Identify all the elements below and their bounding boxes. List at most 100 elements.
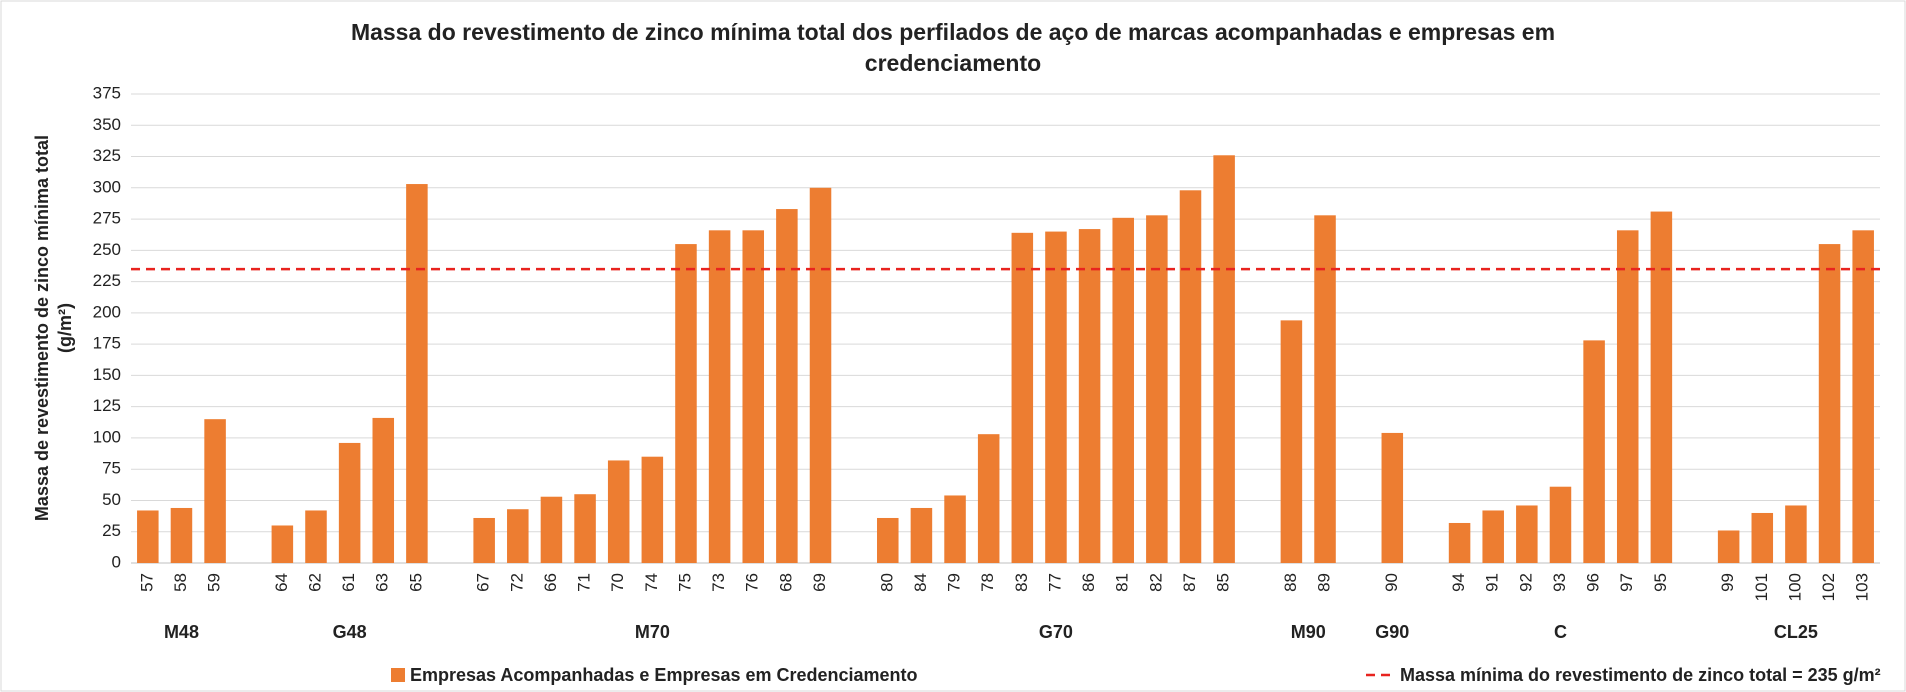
x-tick-label: 61 <box>339 573 358 592</box>
bar <box>1717 530 1740 563</box>
bar <box>574 494 596 563</box>
x-tick-label: 76 <box>743 573 762 592</box>
x-tick-label: 65 <box>406 573 425 592</box>
y-tick-label: 25 <box>102 521 121 540</box>
x-tick-label: 97 <box>1617 573 1636 592</box>
bar <box>540 496 563 563</box>
bar <box>1146 215 1168 563</box>
bar <box>170 507 193 563</box>
bar <box>742 230 765 563</box>
bar <box>708 230 731 563</box>
x-tick-label: 103 <box>1853 573 1872 601</box>
bar <box>1179 190 1202 563</box>
bar <box>406 184 428 563</box>
bar <box>1213 155 1235 564</box>
x-tick-label: 95 <box>1651 573 1670 592</box>
x-tick-label: 66 <box>541 573 560 592</box>
bar <box>1045 231 1067 563</box>
bar <box>338 442 361 563</box>
group-label: G70 <box>1039 622 1073 642</box>
x-tick-label: 57 <box>137 573 156 592</box>
bar <box>1751 512 1774 563</box>
x-tick-label: 77 <box>1045 573 1064 592</box>
bar <box>204 419 226 563</box>
y-tick-label: 100 <box>93 427 121 446</box>
x-tick-label: 74 <box>642 573 661 592</box>
chart-title: credenciamento <box>865 50 1041 76</box>
y-tick-label: 150 <box>93 365 121 384</box>
x-tick-label: 68 <box>776 573 795 592</box>
y-tick-label: 75 <box>102 459 121 478</box>
x-tick-label: 87 <box>1180 573 1199 592</box>
bar <box>1482 510 1504 563</box>
y-tick-label: 125 <box>93 396 121 415</box>
bar <box>271 525 294 563</box>
x-tick-label: 64 <box>272 573 291 592</box>
x-tick-label: 59 <box>205 573 224 592</box>
y-tick-label: 350 <box>93 115 121 134</box>
x-tick-label: 89 <box>1315 573 1334 592</box>
bar <box>507 509 529 563</box>
x-tick-label: 94 <box>1449 573 1468 592</box>
bar <box>1852 230 1874 563</box>
bar <box>1011 232 1034 563</box>
bar <box>977 434 1000 563</box>
x-tick-label: 79 <box>945 573 964 592</box>
bar <box>1448 522 1471 563</box>
x-tick-label: 83 <box>1012 573 1031 592</box>
x-tick-label: 58 <box>171 573 190 592</box>
x-tick-label: 100 <box>1785 573 1804 601</box>
x-tick-label: 69 <box>810 573 829 592</box>
group-label: C <box>1554 622 1567 642</box>
group-label: G48 <box>333 622 367 642</box>
bar <box>877 517 899 563</box>
bar <box>607 460 630 563</box>
bar <box>776 209 798 563</box>
x-tick-label: 101 <box>1752 573 1771 601</box>
bar <box>305 510 327 563</box>
bar <box>1112 217 1134 564</box>
bar <box>1785 505 1807 563</box>
x-tick-label: 91 <box>1483 573 1502 592</box>
chart-title: Massa do revestimento de zinco mínima to… <box>351 19 1555 45</box>
bar <box>1381 432 1404 563</box>
bar <box>1650 211 1673 563</box>
bar <box>1078 229 1101 563</box>
bar <box>1314 215 1336 563</box>
group-label: CL25 <box>1774 622 1818 642</box>
x-tick-label: 75 <box>675 573 694 592</box>
legend-label: Empresas Acompanhadas e Empresas em Cred… <box>410 665 918 685</box>
y-tick-label: 175 <box>93 334 121 353</box>
bar <box>910 507 933 563</box>
y-tick-label: 225 <box>93 271 121 290</box>
group-label: M70 <box>635 622 670 642</box>
y-tick-label: 300 <box>93 177 121 196</box>
bar <box>1616 230 1639 563</box>
y-tick-label: 325 <box>93 146 121 165</box>
legend-swatch <box>391 668 405 682</box>
x-tick-label: 63 <box>373 573 392 592</box>
x-tick-label: 71 <box>575 573 594 592</box>
bar <box>1280 320 1303 563</box>
x-tick-label: 92 <box>1516 573 1535 592</box>
bar <box>372 417 395 563</box>
y-tick-label: 250 <box>93 240 121 259</box>
x-tick-label: 99 <box>1718 573 1737 592</box>
x-tick-label: 80 <box>877 573 896 592</box>
y-tick-label: 200 <box>93 302 121 321</box>
x-tick-label: 78 <box>978 573 997 592</box>
group-label: M48 <box>164 622 199 642</box>
bar <box>1516 505 1538 563</box>
x-tick-label: 70 <box>608 573 627 592</box>
y-tick-label: 275 <box>93 209 121 228</box>
bar <box>137 510 159 563</box>
group-label: M90 <box>1291 622 1326 642</box>
bar <box>1818 244 1841 563</box>
y-axis-label: Massa de revestimento de zinco mínima to… <box>32 135 52 521</box>
x-tick-label: 86 <box>1079 573 1098 592</box>
x-tick-label: 73 <box>709 573 728 592</box>
y-tick-label: 0 <box>112 552 121 571</box>
y-tick-label: 375 <box>93 83 121 102</box>
bar <box>675 244 697 563</box>
